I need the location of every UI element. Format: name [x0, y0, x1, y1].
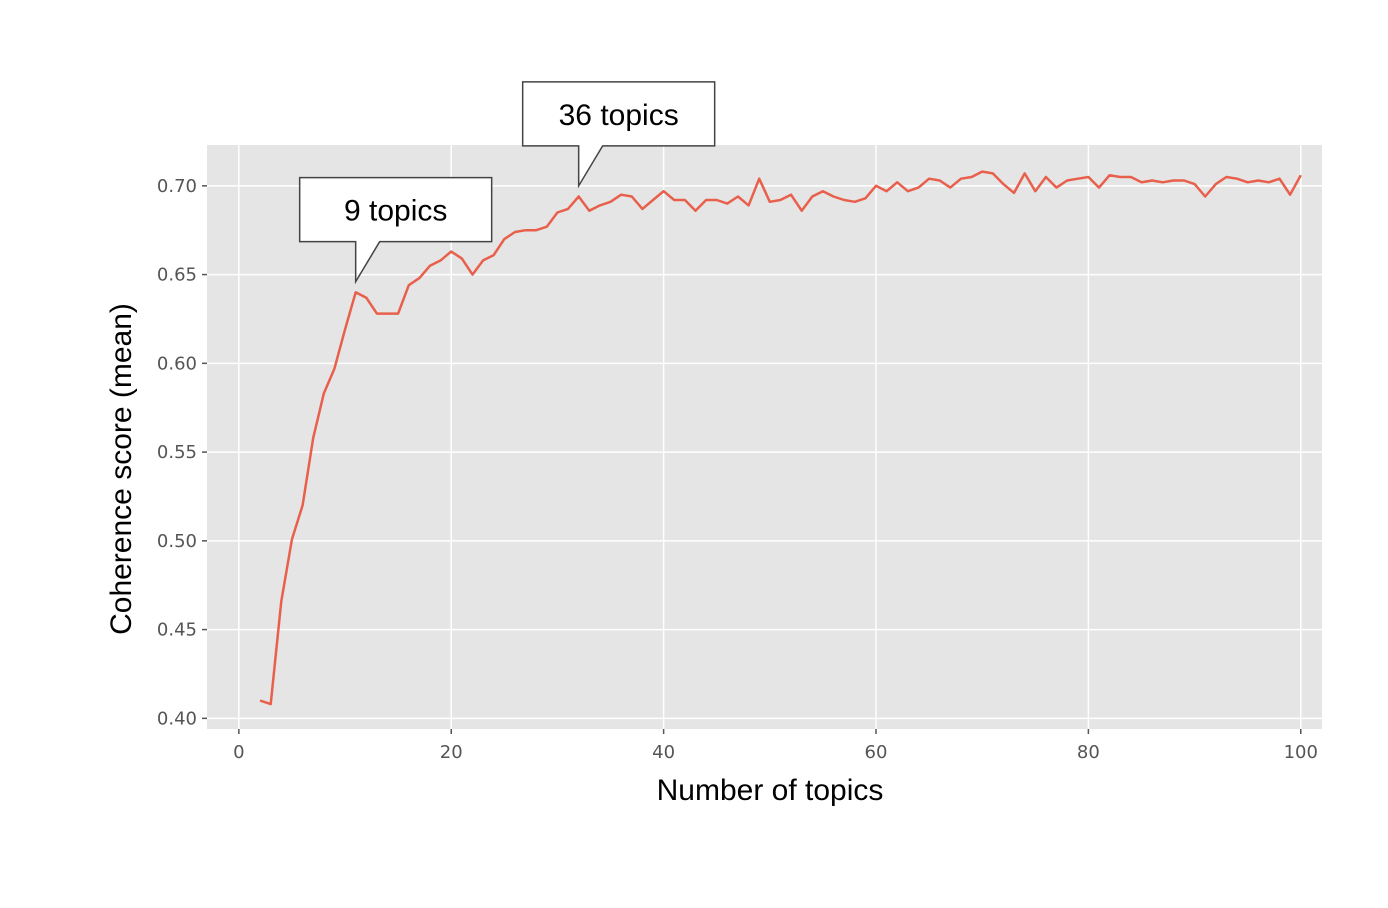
y-tick-label: 0.70 [157, 176, 197, 197]
y-tick-label: 0.55 [157, 442, 197, 463]
x-tick-label: 0 [233, 742, 244, 763]
coherence-line [259, 170, 1302, 706]
series-layer [259, 170, 1302, 706]
grid [207, 145, 1322, 729]
x-axis: 0 20 40 60 80 100 [233, 729, 1318, 763]
y-axis-title: Coherence score (mean) [105, 303, 138, 635]
x-tick-label: 20 [440, 742, 463, 763]
x-tick-label: 80 [1077, 742, 1100, 763]
y-tick-label: 0.50 [157, 531, 197, 552]
callout-label: 36 topics [559, 99, 679, 132]
callout-label: 9 topics [344, 195, 447, 228]
callout-box [521, 81, 716, 189]
annotations: 9 topics 36 topics [298, 81, 716, 285]
y-axis: 0.40 0.45 0.50 0.55 0.60 0.65 0.70 [157, 176, 207, 729]
x-axis-title: Number of topics [657, 774, 884, 807]
y-tick-label: 0.40 [157, 708, 197, 729]
x-tick-label: 60 [865, 742, 888, 763]
y-tick-label: 0.60 [157, 353, 197, 374]
x-tick-label: 40 [652, 742, 675, 763]
x-tick-label: 100 [1284, 742, 1318, 763]
y-tick-label: 0.45 [157, 620, 197, 641]
y-tick-label: 0.65 [157, 265, 197, 286]
callout-box [298, 176, 493, 285]
